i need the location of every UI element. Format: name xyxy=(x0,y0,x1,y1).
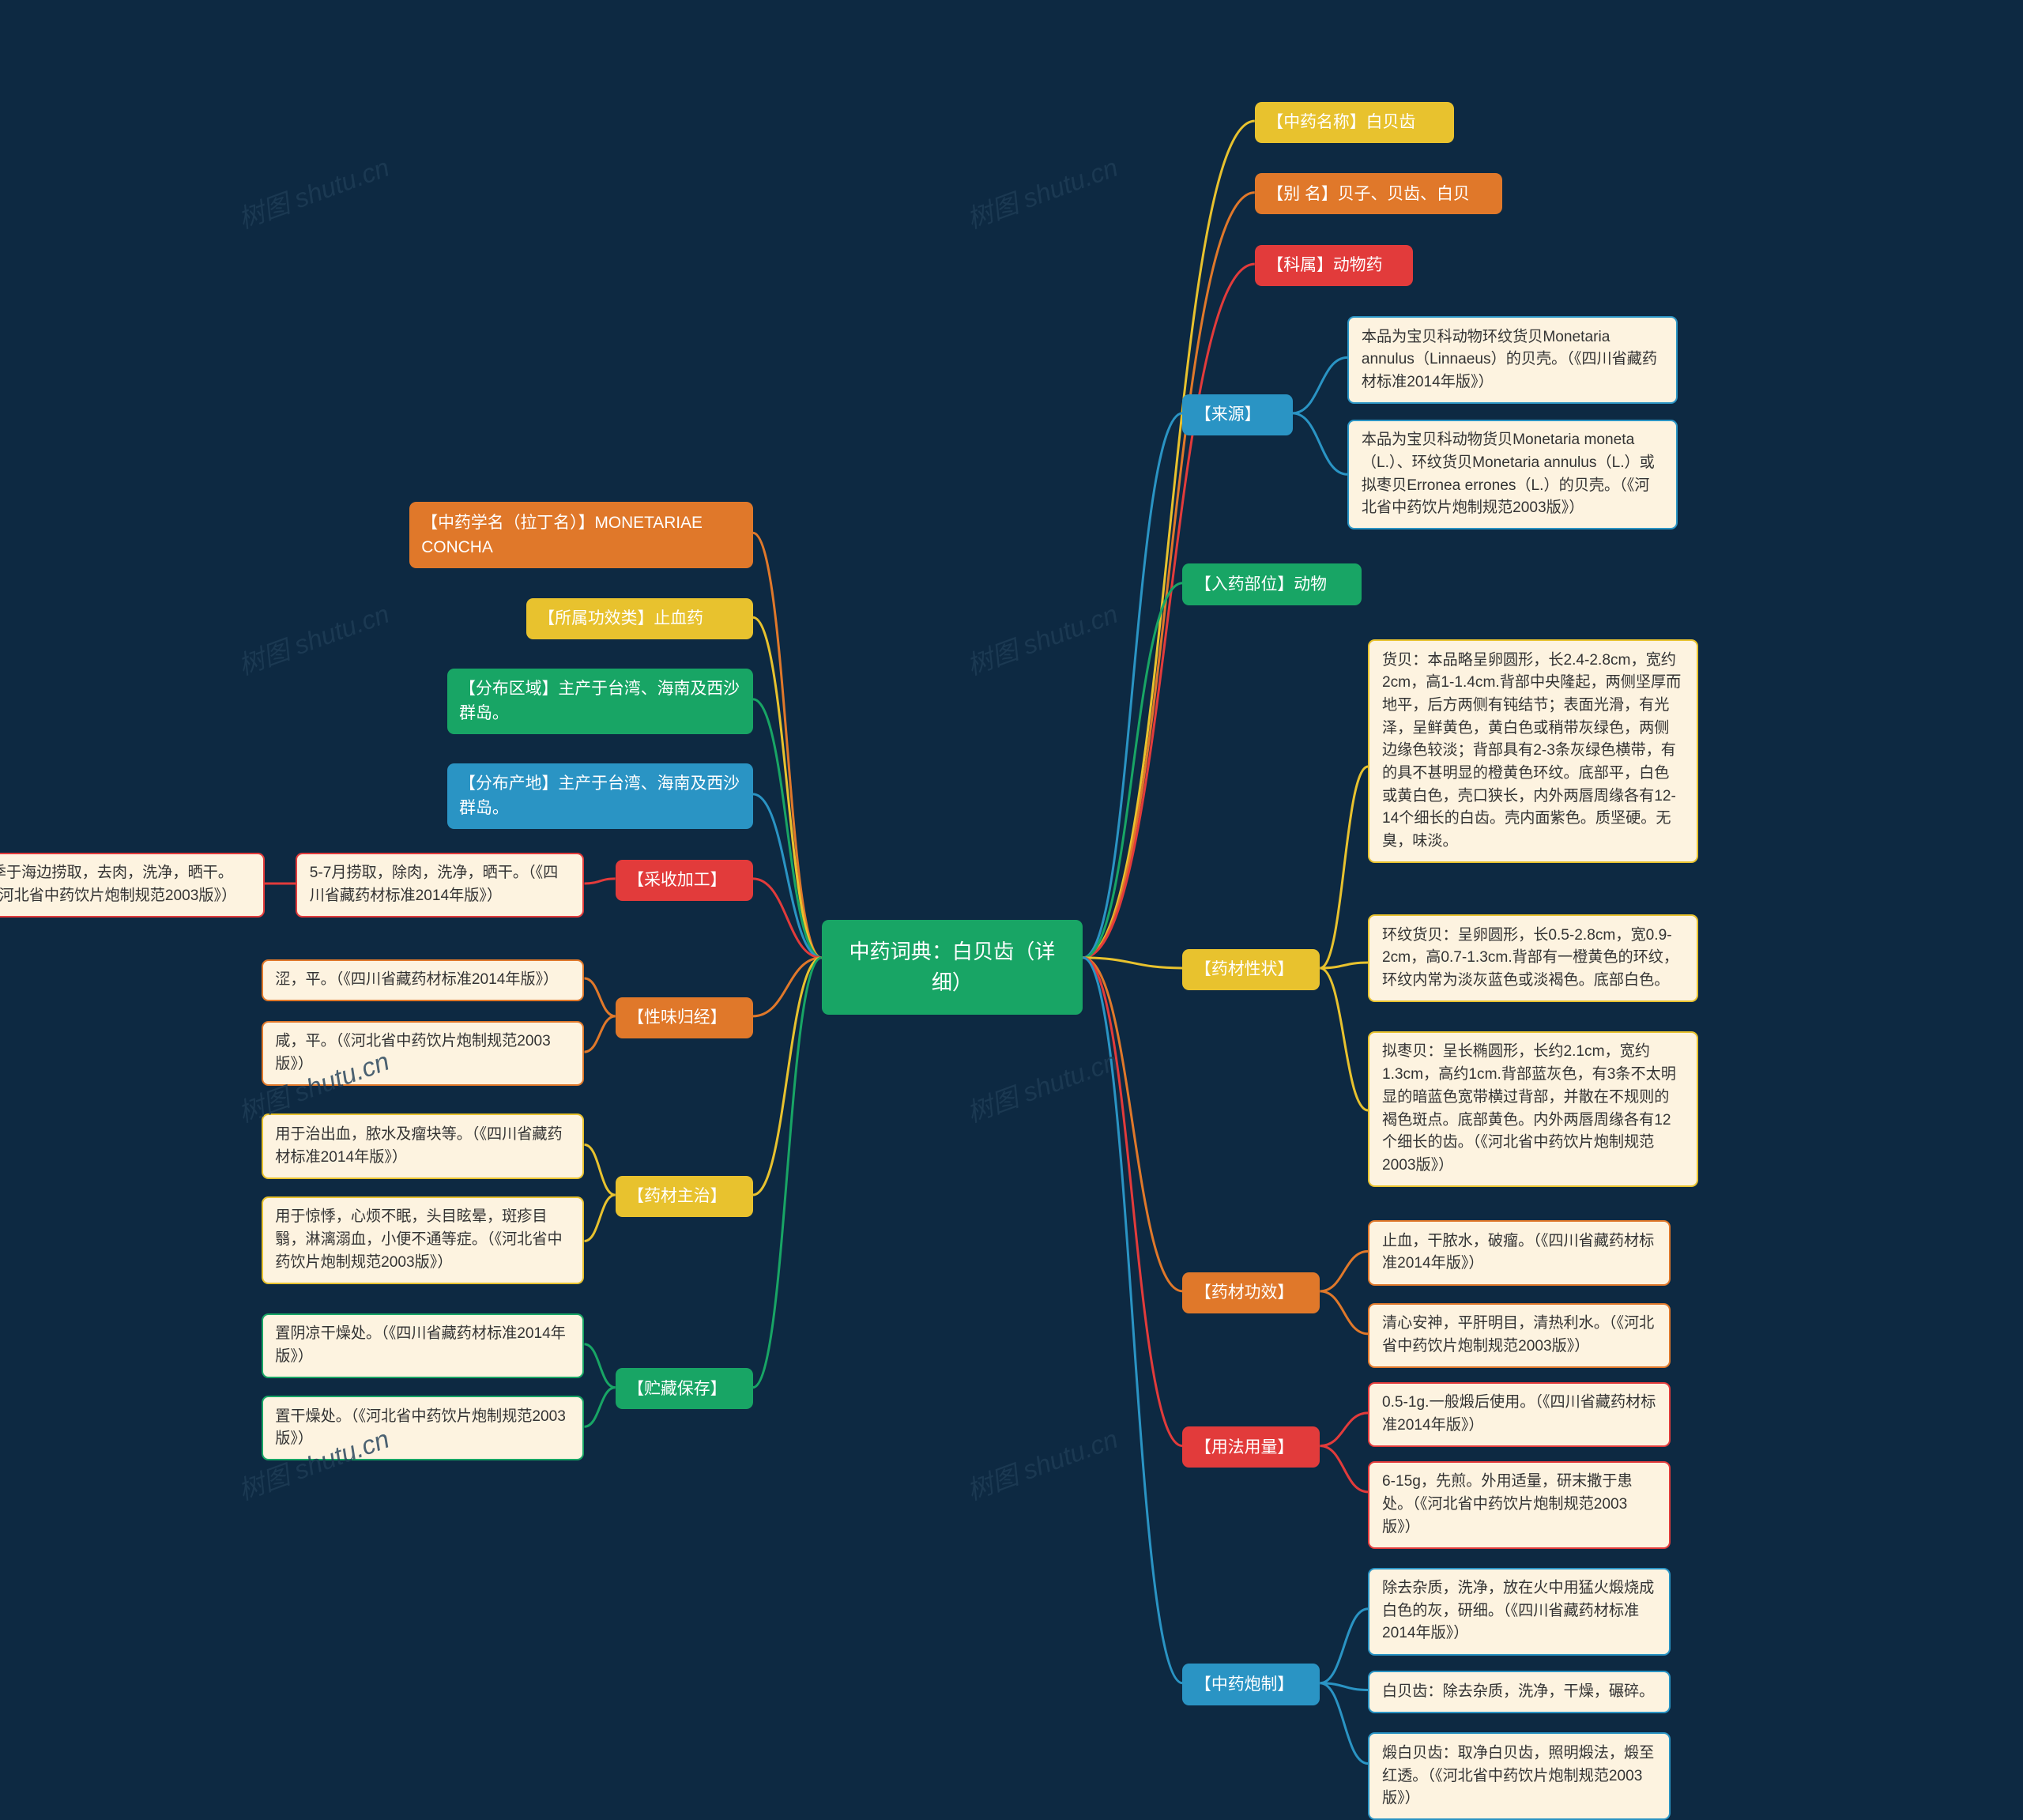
leaf-node: 6-15g，先煎。外用适量，研末撒于患处。（《河北省中药饮片炮制规范2003版》… xyxy=(1368,1461,1671,1549)
leaf-node: 0.5-1g.一般煅后使用。（《四川省藏药材标准2014年版》） xyxy=(1368,1382,1671,1447)
branch-node: 【药材功效】 xyxy=(1182,1272,1320,1313)
branch-node: 【科属】动物药 xyxy=(1255,245,1413,286)
leaf-node: 清心安神，平肝明目，清热利水。（《河北省中药饮片炮制规范2003版》） xyxy=(1368,1303,1671,1368)
leaf-node: 煅白贝齿：取净白贝齿，照明煅法，煅至红透。（《河北省中药饮片炮制规范2003版》… xyxy=(1368,1732,1671,1820)
branch-node: 【中药名称】白贝齿 xyxy=(1255,102,1454,143)
branch-node: 【用法用量】 xyxy=(1182,1426,1320,1468)
center-node: 中药词典：白贝齿（详细） xyxy=(822,920,1083,1015)
branch-node: 【来源】 xyxy=(1182,394,1292,435)
leaf-node: 货贝：本品略呈卵圆形，长2.4-2.8cm，宽约2cm，高1-1.4cm.背部中… xyxy=(1368,639,1698,863)
leaf-node: 夏季于海边捞取，去肉，洗净，晒干。（《河北省中药饮片炮制规范2003版》） xyxy=(0,853,265,918)
leaf-node: 除去杂质，洗净，放在火中用猛火煅烧成白色的灰，研细。（《四川省藏药材标准2014… xyxy=(1368,1568,1671,1656)
watermark: 树图 shutu.cn xyxy=(961,593,1123,683)
leaf-node: 白贝齿：除去杂质，洗净，干燥，碾碎。 xyxy=(1368,1671,1671,1713)
leaf-node: 本品为宝贝科动物环纹货贝Monetaria annulus（Linnaeus）的… xyxy=(1347,316,1678,404)
leaf-node: 置干燥处。（《河北省中药饮片炮制规范2003版》） xyxy=(262,1396,585,1460)
watermark: 树图 shutu.cn xyxy=(961,1418,1123,1508)
branch-node: 【中药学名（拉丁名）】MONETARIAE CONCHA xyxy=(409,502,753,568)
branch-node: 【分布产地】主产于台湾、海南及西沙群岛。 xyxy=(447,763,753,830)
leaf-node: 置阴凉干燥处。（《四川省藏药材标准2014年版》） xyxy=(262,1313,585,1378)
leaf-node: 涩，平。（《四川省藏药材标准2014年版》） xyxy=(262,959,585,1002)
watermark: 树图 shutu.cn xyxy=(232,146,394,236)
leaf-node: 本品为宝贝科动物货贝Monetaria moneta（L.）、环纹货贝Monet… xyxy=(1347,420,1678,530)
leaf-node: 环纹货贝：呈卵圆形，长0.5-2.8cm，宽0.9-2cm，高0.7-1.3cm… xyxy=(1368,914,1698,1002)
leaf-node: 拟枣贝：呈长椭圆形，长约2.1cm，宽约1.3cm，高约1cm.背部蓝灰色，有3… xyxy=(1368,1031,1698,1187)
watermark: 树图 shutu.cn xyxy=(961,146,1123,236)
branch-node: 【所属功效类】止血药 xyxy=(526,598,753,639)
branch-node: 【别 名】贝子、贝齿、白贝 xyxy=(1255,173,1502,214)
watermark: 树图 shutu.cn xyxy=(232,593,394,683)
branch-node: 【贮藏保存】 xyxy=(616,1368,753,1409)
branch-node: 【性味归经】 xyxy=(616,997,753,1038)
branch-node: 【药材性状】 xyxy=(1182,949,1320,990)
branch-node: 【采收加工】 xyxy=(616,860,753,901)
branch-node: 【药材主治】 xyxy=(616,1176,753,1217)
leaf-node: 用于惊悸，心烦不眠，头目眩晕，斑疹目翳，淋漓溺血，小便不通等症。（《河北省中药饮… xyxy=(262,1196,585,1284)
leaf-node: 5-7月捞取，除肉，洗净，晒干。（《四川省藏药材标准2014年版》） xyxy=(296,853,584,918)
watermark: 树图 shutu.cn xyxy=(961,1040,1123,1130)
branch-node: 【入药部位】动物 xyxy=(1182,563,1361,605)
branch-node: 【中药炮制】 xyxy=(1182,1664,1320,1705)
leaf-node: 用于治出血，脓水及瘤块等。（《四川省藏药材标准2014年版》） xyxy=(262,1113,585,1178)
leaf-node: 咸，平。（《河北省中药饮片炮制规范2003版》） xyxy=(262,1021,585,1086)
leaf-node: 止血，干脓水，破瘤。（《四川省藏药材标准2014年版》） xyxy=(1368,1220,1671,1285)
branch-node: 【分布区域】主产于台湾、海南及西沙群岛。 xyxy=(447,669,753,735)
